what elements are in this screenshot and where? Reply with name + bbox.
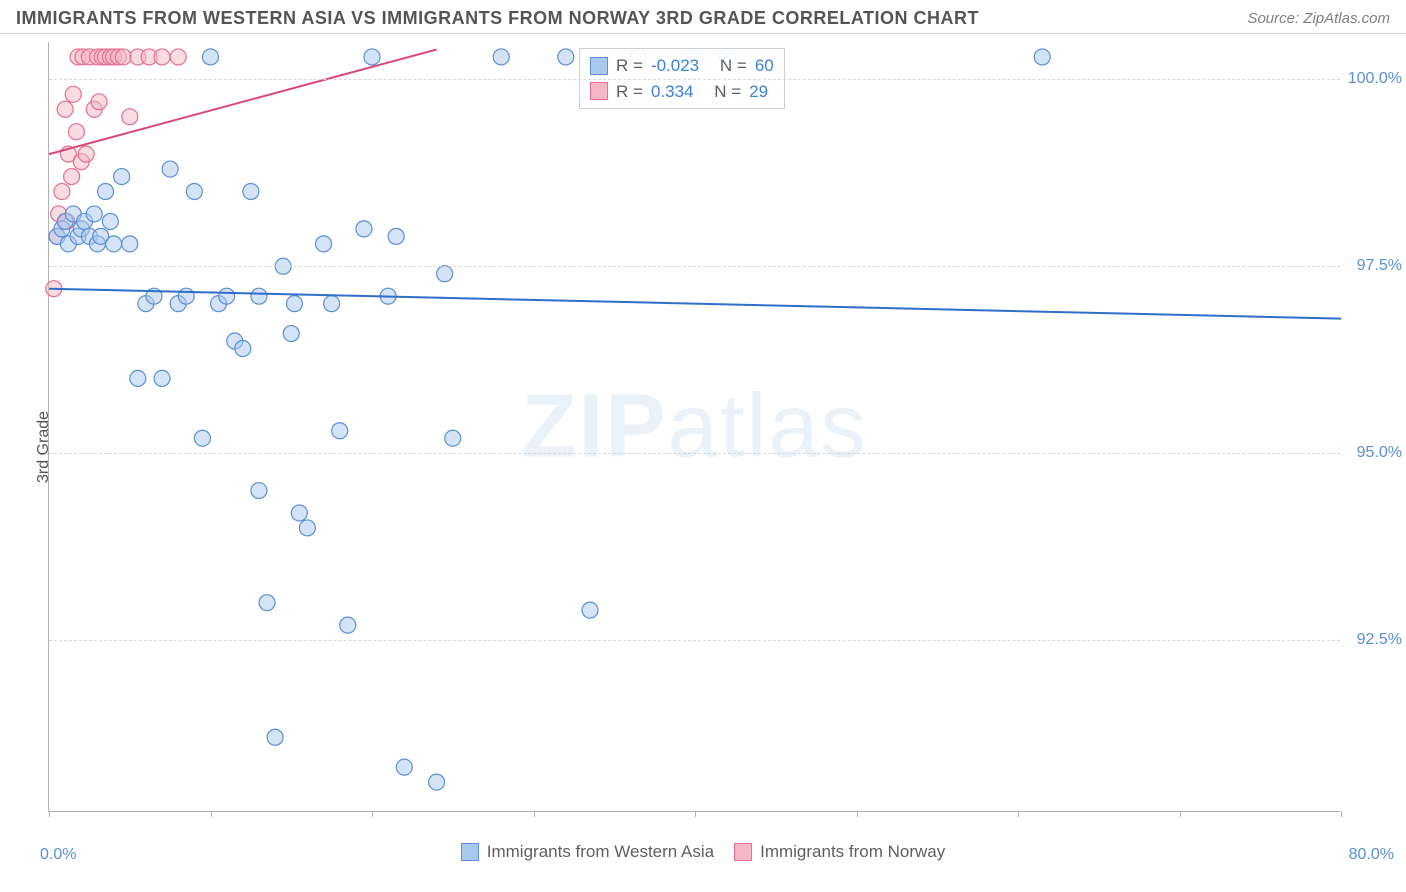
data-point [106, 236, 122, 252]
data-point [114, 169, 130, 185]
data-point [259, 595, 275, 611]
data-point [68, 124, 84, 140]
legend-swatch-1 [590, 82, 608, 100]
data-point [235, 341, 251, 357]
data-point [332, 423, 348, 439]
data-point [57, 101, 73, 117]
data-point [251, 288, 267, 304]
data-point [154, 49, 170, 65]
data-point [445, 430, 461, 446]
data-point [388, 228, 404, 244]
data-point [86, 206, 102, 222]
gridline [49, 266, 1340, 267]
data-point [91, 94, 107, 110]
y-tick-label: 97.5% [1346, 257, 1402, 275]
data-point [219, 288, 235, 304]
data-point [203, 49, 219, 65]
x-tick-mark [49, 811, 50, 817]
gridline [49, 640, 1340, 641]
chart-container: 3rd Grade ZIPatlas R = -0.023 N = 60 R =… [0, 34, 1406, 860]
chart-header: IMMIGRANTS FROM WESTERN ASIA VS IMMIGRAN… [0, 0, 1406, 34]
y-tick-label: 100.0% [1346, 70, 1402, 88]
legend-swatch-0 [590, 57, 608, 75]
x-tick-mark [372, 811, 373, 817]
data-point [64, 169, 80, 185]
legend-row-series-0: R = -0.023 N = 60 [590, 53, 774, 79]
data-point [340, 617, 356, 633]
data-point [98, 184, 114, 200]
x-tick-mark [1018, 811, 1019, 817]
data-point [286, 296, 302, 312]
trend-line [49, 289, 1341, 319]
x-tick-mark [857, 811, 858, 817]
legend-item-0: Immigrants from Western Asia [461, 842, 714, 862]
legend-bottom-swatch-1 [734, 843, 752, 861]
n-label-1: N = [714, 79, 741, 105]
data-point [316, 236, 332, 252]
plot-area: ZIPatlas R = -0.023 N = 60 R = 0.334 N =… [48, 42, 1340, 812]
data-point [493, 49, 509, 65]
n-value-1: 29 [749, 79, 768, 105]
gridline [49, 453, 1340, 454]
r-value-0: -0.023 [651, 53, 699, 79]
data-point [194, 430, 210, 446]
data-point [291, 505, 307, 521]
chart-title: IMMIGRANTS FROM WESTERN ASIA VS IMMIGRAN… [16, 8, 979, 29]
data-point [582, 602, 598, 618]
data-point [154, 370, 170, 386]
data-point [130, 370, 146, 386]
legend-row-series-1: R = 0.334 N = 29 [590, 79, 774, 105]
data-point [162, 161, 178, 177]
r-label-1: R = [616, 79, 643, 105]
data-point [1034, 49, 1050, 65]
n-value-0: 60 [755, 53, 774, 79]
data-point [251, 483, 267, 499]
data-point [558, 49, 574, 65]
chart-source: Source: ZipAtlas.com [1247, 10, 1390, 27]
data-point [356, 221, 372, 237]
x-tick-mark [211, 811, 212, 817]
svg-layer [49, 42, 1340, 811]
data-point [54, 184, 70, 200]
legend-bottom-label-1: Immigrants from Norway [760, 842, 945, 862]
data-point [299, 520, 315, 536]
data-point [170, 49, 186, 65]
r-value-1: 0.334 [651, 79, 694, 105]
data-point [122, 109, 138, 125]
x-tick-mark [534, 811, 535, 817]
data-point [178, 288, 194, 304]
y-tick-label: 95.0% [1346, 444, 1402, 462]
data-point [65, 86, 81, 102]
x-tick-mark [1341, 811, 1342, 817]
data-point [115, 49, 131, 65]
gridline [49, 79, 1340, 80]
legend-bottom-swatch-0 [461, 843, 479, 861]
data-point [243, 184, 259, 200]
x-tick-mark [695, 811, 696, 817]
data-point [437, 266, 453, 282]
data-point [186, 184, 202, 200]
data-point [324, 296, 340, 312]
data-point [267, 729, 283, 745]
data-point [396, 759, 412, 775]
data-point [364, 49, 380, 65]
series-legend: Immigrants from Western Asia Immigrants … [0, 842, 1406, 862]
data-point [102, 213, 118, 229]
data-point [283, 326, 299, 342]
n-label-0: N = [720, 53, 747, 79]
data-point [429, 774, 445, 790]
r-label-0: R = [616, 53, 643, 79]
data-point [78, 146, 94, 162]
y-tick-label: 92.5% [1346, 631, 1402, 649]
legend-bottom-label-0: Immigrants from Western Asia [487, 842, 714, 862]
legend-item-1: Immigrants from Norway [734, 842, 945, 862]
data-point [122, 236, 138, 252]
x-tick-mark [1180, 811, 1181, 817]
